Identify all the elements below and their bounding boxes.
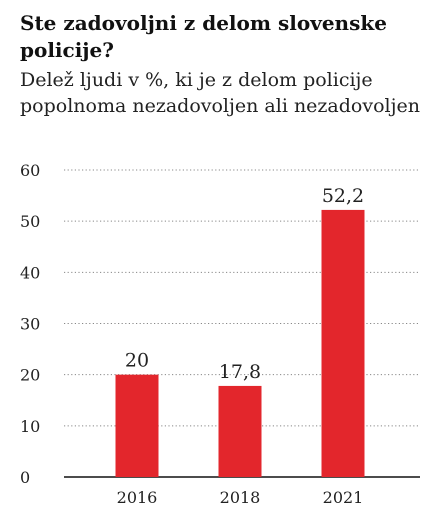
x-tick-label-2018: 2018: [220, 488, 261, 507]
chart-subtitle: Delež ljudi v %, ki je z delom policije …: [20, 69, 420, 117]
x-tick-label-2016: 2016: [117, 488, 158, 507]
y-tick-label: 40: [20, 263, 40, 282]
y-tick-label: 10: [20, 417, 40, 436]
bar-2016: [115, 374, 159, 477]
x-tick-label-2021: 2021: [323, 488, 364, 507]
y-tick-label: 50: [20, 212, 40, 231]
data-label-2018: 17,8: [219, 361, 261, 383]
bar-2018: [218, 385, 262, 477]
chart-title: Ste zadovoljni z delom slovenske policij…: [20, 11, 387, 62]
y-tick-label: 0: [20, 468, 30, 487]
y-tick-label: 60: [20, 161, 40, 180]
y-tick-label: 20: [20, 366, 40, 385]
y-tick-label: 30: [20, 315, 40, 334]
data-label-2021: 52,2: [322, 185, 364, 207]
bar-2021: [321, 209, 365, 477]
data-label-2016: 20: [125, 350, 149, 372]
